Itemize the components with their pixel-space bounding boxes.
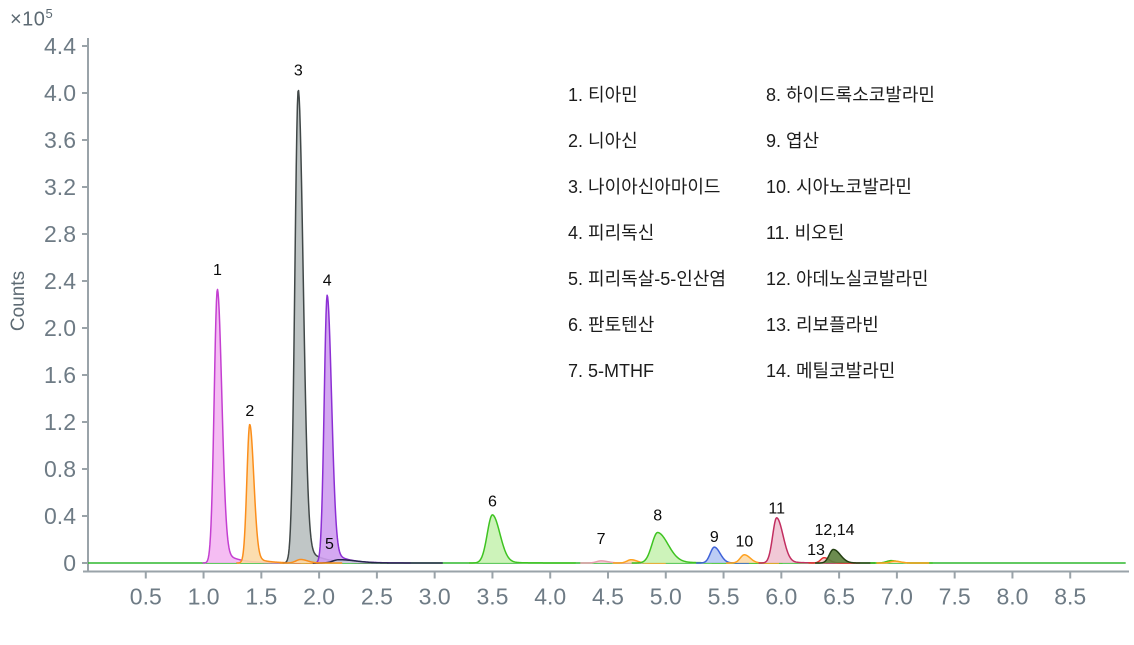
peak-minor <box>279 558 343 564</box>
x-tick-label: 5.5 <box>708 584 740 610</box>
y-axis: 0 0.4 0.8 1.2 1.6 2.0 2.4 2.8 3.2 3.6 4.0 4.4 <box>44 33 88 576</box>
peak-label-12-14: 12,14 <box>814 522 854 539</box>
x-tick-label: 2.5 <box>361 584 393 610</box>
legend-column-2: 8. 하이드록소코발라민 9. 엽산 10. 시아노코발라민 11. 비오틴 12. 아… <box>766 84 1016 382</box>
y-tick-label: 4.0 <box>44 80 76 106</box>
peak-label-9: 9 <box>710 529 719 546</box>
peak-label-6: 6 <box>488 494 497 511</box>
y-tick-label: 1.6 <box>44 362 76 388</box>
peak-label-3: 3 <box>294 62 303 79</box>
peak-label-10: 10 <box>735 534 753 551</box>
x-tick-label: 4.0 <box>534 584 566 610</box>
peak-label-5: 5 <box>325 536 334 553</box>
y-tick-label: 0.8 <box>44 456 76 482</box>
y-tick-label: 3.6 <box>44 127 76 153</box>
x-tick-label: 6.5 <box>823 584 855 610</box>
peak-label-13: 13 <box>807 542 825 559</box>
legend-item: 11. 비오틴 <box>765 223 845 243</box>
peak-label-8: 8 <box>653 508 662 525</box>
x-tick-label: 3.0 <box>419 584 451 610</box>
y-axis-title: Counts <box>8 270 29 332</box>
x-tick-label: 7.5 <box>939 584 971 610</box>
peak-6 <box>468 514 577 564</box>
y-tick-label: 1.2 <box>44 409 76 435</box>
x-tick-label: 0.5 <box>130 584 162 610</box>
x-tick-label: 1.5 <box>245 584 277 610</box>
legend-item: 7. 5-MTHF <box>568 361 655 381</box>
peak-label-11: 11 <box>768 501 785 518</box>
y-tick-label: 4.4 <box>44 33 76 59</box>
x-tick-label: 8.0 <box>996 584 1028 610</box>
x-tick-label: 8.5 <box>1054 584 1086 610</box>
peaks <box>202 89 934 564</box>
legend-item: 3. 나이아신아마이드 <box>568 177 721 197</box>
y-tick-label: 2.0 <box>44 315 76 341</box>
legend-item: 13. 리보플라빈 <box>765 315 879 335</box>
x-tick-label: 7.0 <box>881 584 913 610</box>
x-axis: 0.5 1.0 1.5 2.0 2.5 3.0 3.5 4.0 4.5 5.0 5.5 6.0 6.5 7… <box>130 571 1086 610</box>
y-tick-label: 0 <box>63 550 76 576</box>
peak-label-7: 7 <box>597 531 606 548</box>
y-axis-multiplier-base: ×10 <box>10 8 46 31</box>
peak-12-14 <box>814 548 876 564</box>
legend-item: 9. 엽산 <box>765 131 820 151</box>
y-axis-multiplier: ×105 <box>10 6 53 32</box>
legend-item: 8. 하이드록소코발라민 <box>765 85 935 105</box>
peak-label-1: 1 <box>213 262 222 279</box>
peak-label-4: 4 <box>323 273 332 290</box>
peak-5 <box>312 558 443 564</box>
peak-4 <box>312 294 412 564</box>
x-tick-label: 1.0 <box>188 584 220 610</box>
legend-item: 10. 시아노코발라민 <box>765 177 912 197</box>
peak-label-2: 2 <box>245 403 254 420</box>
x-tick-label: 5.0 <box>650 584 682 610</box>
legend-item: 4. 피리독신 <box>568 223 655 243</box>
legend-column-1: 1. 티아민 2. 니아신 3. 나이아신아마이드 4. 피리독신 5. 피리독살-5-… <box>568 84 726 382</box>
legend-item: 12. 아데노실코발라민 <box>765 269 929 289</box>
y-tick-label: 0.4 <box>44 503 76 529</box>
x-tick-label: 6.0 <box>765 584 797 610</box>
peak-labels: 1 2 3 4 5 6 7 8 9 10 11 12,14 13 <box>213 62 855 558</box>
legend-item: 5. 피리독살-5-인산염 <box>568 269 726 289</box>
x-tick-label: 4.5 <box>592 584 624 610</box>
legend-item: 14. 메틸코발라민 <box>765 361 896 381</box>
peak-3 <box>281 89 390 564</box>
x-tick-label: 3.5 <box>476 584 508 610</box>
peak-legend: 1. 티아민 2. 니아신 3. 나이아신아마이드 4. 피리독신 5. 피리독살-5-… <box>568 84 1016 382</box>
peak-minor <box>875 560 930 564</box>
x-tick-label: 2.0 <box>303 584 335 610</box>
y-tick-label: 3.2 <box>44 174 76 200</box>
legend-item: 6. 판토텐산 <box>568 315 655 335</box>
y-tick-label: 2.8 <box>44 221 76 247</box>
y-tick-label: 2.4 <box>44 268 76 294</box>
legend-item: 1. 티아민 <box>568 85 638 105</box>
legend-item: 2. 니아신 <box>568 131 638 151</box>
y-axis-multiplier-exponent: 5 <box>45 6 54 21</box>
